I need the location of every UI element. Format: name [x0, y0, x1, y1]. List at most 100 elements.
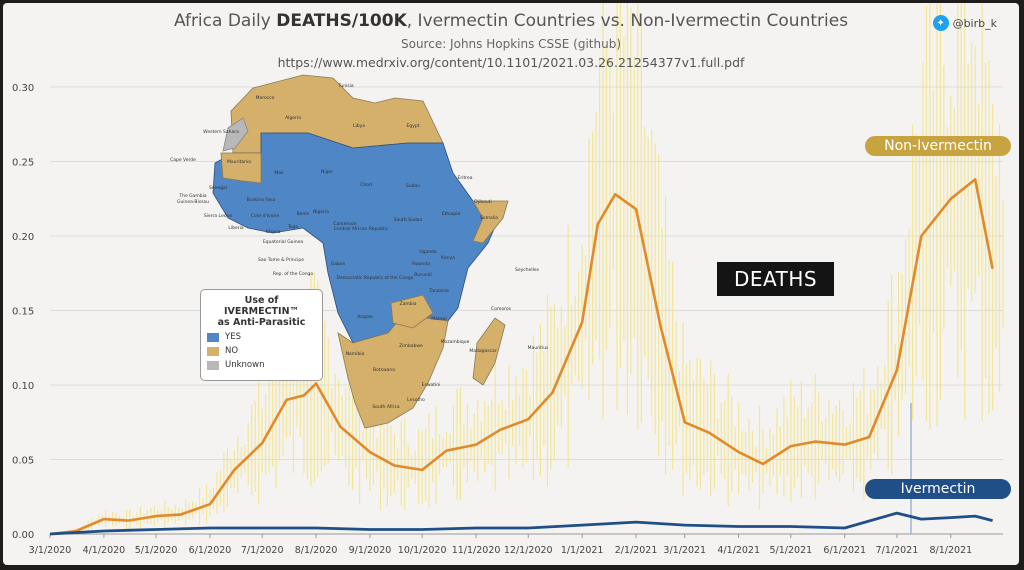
- legend-swatch-no: [207, 346, 219, 356]
- series-label-non-ivermectin: Non-Ivermectin: [865, 136, 1011, 156]
- map-country-label: Burundi: [414, 272, 432, 278]
- axis-layer: 0.00 0.05 0.10 0.15 0.20 0.25 0.30 3/1/2020 4/1/…: [12, 83, 972, 556]
- map-country-label: Democratic Republic of the Congo: [337, 275, 414, 281]
- map-country-label: Lesotho: [407, 397, 425, 403]
- legend-label-unknown: Unknown: [225, 360, 265, 370]
- screen: Tunisia Morocco Algeria Libya Egypt Western S…: [3, 3, 1019, 565]
- map-country-label: Benin: [297, 211, 310, 217]
- map-country-label: Cameroon: [333, 221, 356, 227]
- map-legend-item-unknown: Unknown: [207, 360, 316, 370]
- legend-label-yes: YES: [225, 332, 241, 342]
- map-country-label: Mauritania: [227, 159, 251, 165]
- map-country-label: Sierra Leone: [204, 213, 232, 219]
- map-country-label: Seychelles: [515, 267, 540, 273]
- map-text-layer: Tunisia Morocco Algeria Libya Egypt Western S…: [170, 83, 549, 410]
- series-line-non-ivermectin: [49, 178, 994, 536]
- map-country-label: Kenya: [441, 255, 455, 261]
- map-country-label: Ethiopia: [442, 211, 461, 217]
- map-country-label: Egypt: [407, 123, 420, 129]
- map-country-label: Western Sahara: [203, 129, 239, 135]
- x-tick-label: 5/1/2021: [769, 545, 812, 556]
- legend-swatch-unknown: [207, 360, 219, 370]
- map-country-label: Liberia: [228, 225, 243, 231]
- map-country-label: Tanzania: [428, 288, 449, 294]
- map-country-label: Equatorial Guinea: [263, 239, 304, 245]
- map-country-label: Malawi: [431, 316, 447, 322]
- map-country-label: Eritrea: [458, 175, 473, 181]
- map-country-label: Eswatini: [422, 382, 441, 388]
- y-tick-label: 0.25: [12, 158, 34, 169]
- map-country-label: Zimbabwe: [399, 343, 423, 349]
- map-country-label: Burkina Faso: [247, 197, 276, 203]
- series-line-ivermectin: [49, 511, 993, 536]
- map-legend: Use of IVERMECTIN™ as Anti-Parasitic YES…: [200, 289, 323, 381]
- x-tick-label: 12/1/2020: [504, 545, 553, 556]
- map-country-label: Djibouti: [474, 199, 491, 205]
- x-tick-label: 11/1/2020: [452, 545, 501, 556]
- x-tick-label: 6/1/2021: [823, 545, 866, 556]
- legend-label-no: NO: [225, 346, 239, 356]
- twitter-badge: ✦ @birb_k: [932, 15, 997, 31]
- map-country-label: Guinea-Bissau: [177, 199, 209, 205]
- map-country-label: Togo: [287, 224, 299, 230]
- x-tick-label: 4/1/2020: [83, 545, 126, 556]
- map-country-label: Rep. of the Congo: [273, 271, 314, 277]
- map-country-label: Somalia: [480, 215, 498, 221]
- africa-map: Tunisia Morocco Algeria Libya Egypt Western S…: [170, 74, 549, 429]
- map-country-label: The Gambia: [178, 193, 207, 199]
- map-country-label: Mozambique: [441, 339, 470, 345]
- map-legend-title-2: as Anti-Parasitic: [217, 317, 306, 328]
- map-region-no-zambia: [390, 294, 434, 329]
- x-tick-label: 1/1/2021: [561, 545, 604, 556]
- map-country-label: Ghana: [266, 229, 281, 235]
- map-country-label: Morocco: [256, 95, 275, 101]
- map-country-label: South Sudan: [394, 217, 423, 223]
- map-legend-item-no: NO: [207, 346, 316, 356]
- map-region-no-madagascar: [472, 317, 506, 386]
- y-tick-label: 0.05: [12, 456, 34, 467]
- source-url: https://www.medrxiv.org/content/10.1101/…: [277, 55, 745, 70]
- map-legend-item-yes: YES: [207, 332, 316, 342]
- map-country-label: Sao Tome & Principe: [258, 257, 304, 263]
- x-tick-label: 7/1/2020: [241, 545, 284, 556]
- chart-svg: Tunisia Morocco Algeria Libya Egypt Western S…: [12, 3, 1004, 556]
- map-country-label: Central African Republic: [334, 226, 389, 232]
- map-country-label: Algeria: [285, 115, 301, 121]
- map-country-label: Cote d'Ivoire: [251, 213, 280, 219]
- map-country-label: Botswana: [373, 367, 395, 373]
- twitter-bird-icon: ✦: [932, 15, 949, 31]
- x-tick-label: 7/1/2021: [876, 545, 919, 556]
- map-country-label: Mauritius: [528, 345, 549, 351]
- x-tick-label: 6/1/2020: [189, 545, 232, 556]
- map-country-label: Gabon: [331, 261, 346, 267]
- y-tick-label: 0.10: [12, 381, 34, 392]
- lines-layer: [49, 178, 994, 536]
- x-tick-label: 8/1/2021: [929, 545, 972, 556]
- x-tick-label: 9/1/2020: [349, 545, 392, 556]
- y-tick-label: 0.20: [12, 232, 34, 243]
- y-tick-label: 0.30: [12, 83, 34, 94]
- deaths-label: DEATHS: [717, 262, 834, 296]
- map-region-no-horn: [472, 200, 509, 244]
- map-country-label: Cape Verde: [170, 157, 196, 163]
- map-region-no-south: [337, 314, 449, 429]
- chart-subtitle: Source: Johns Hopkins CSSE (github): [400, 37, 622, 51]
- x-tick-label: 3/1/2021: [663, 545, 706, 556]
- map-country-label: Rwanda: [412, 261, 430, 267]
- x-tick-label: 4/1/2021: [717, 545, 760, 556]
- map-country-label: Senegal: [209, 185, 227, 191]
- y-tick-label: 0.00: [12, 530, 34, 541]
- daily-bars-layer: [52, 3, 1004, 534]
- map-country-label: Zambia: [399, 301, 416, 307]
- map-country-label: Libya: [353, 123, 365, 129]
- x-tick-label: 8/1/2020: [295, 545, 338, 556]
- series-label-ivermectin: Ivermectin: [865, 479, 1011, 499]
- map-country-label: Comoros: [491, 306, 512, 312]
- map-country-label: Niger: [321, 169, 333, 175]
- map-country-label: Angola: [357, 314, 373, 320]
- map-country-label: Uganda: [419, 249, 437, 255]
- map-region-unknown-westsahara: [222, 117, 249, 152]
- map-country-label: Sudan: [406, 183, 420, 189]
- map-country-label: Chad: [360, 182, 372, 188]
- map-country-label: South Africa: [372, 404, 400, 410]
